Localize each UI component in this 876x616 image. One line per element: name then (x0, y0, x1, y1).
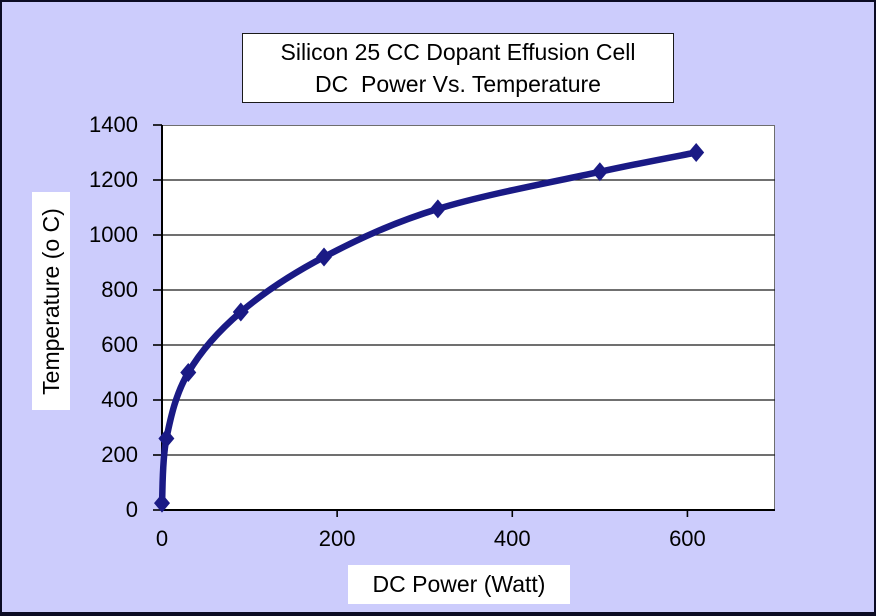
data-point-marker (429, 199, 446, 219)
data-point-marker (154, 493, 170, 513)
data-point-marker (180, 363, 197, 382)
data-point-marker (591, 162, 608, 182)
x-tick-label: 200 (318, 526, 356, 551)
data-point-marker (316, 247, 333, 267)
y-tick-label: 200 (101, 442, 138, 467)
y-tick-label: 800 (101, 277, 138, 302)
x-tick-label: 600 (669, 526, 706, 551)
y-tick-label: 1400 (89, 112, 138, 137)
chart-title-line2: DC Power Vs. Temperature (315, 71, 601, 97)
x-axis-title: DC Power (Watt) (348, 565, 570, 604)
x-tick-label: 400 (493, 526, 531, 551)
plot-area (153, 124, 775, 517)
data-line (158, 149, 700, 507)
y-tick-label: 0 (125, 497, 138, 522)
y-tick-label: 1200 (89, 167, 138, 192)
y-axis-title: Temperature (o C) (32, 192, 70, 410)
chart-canvas (153, 124, 775, 517)
data-point-marker (688, 143, 705, 162)
y-tick-label: 400 (101, 387, 138, 412)
y-tick-label: 600 (101, 332, 138, 357)
data-point-marker (158, 429, 175, 448)
x-axis-title-text: DC Power (Watt) (372, 571, 546, 597)
data-point-marker (232, 302, 249, 322)
y-tick-label: 1000 (89, 222, 138, 247)
chart-title: Silicon 25 CC Dopant Effusion Cell DC Po… (242, 33, 674, 103)
x-tick-label: 0 (155, 526, 169, 551)
chart-title-line1: Silicon 25 CC Dopant Effusion Cell (280, 39, 636, 65)
